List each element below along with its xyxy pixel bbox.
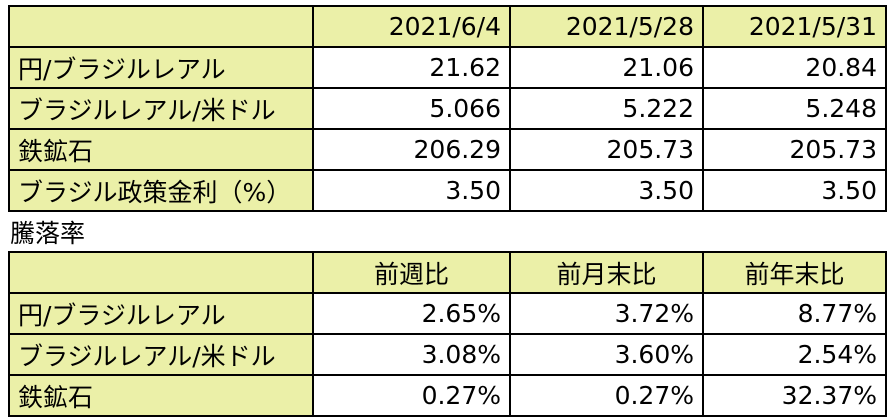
corner-cell	[8, 251, 314, 294]
value-cell: 206.29	[312, 128, 511, 171]
row-label: ブラジルレアル/米ドル	[8, 87, 314, 130]
value-cell: 205.73	[702, 128, 887, 171]
value-cell: 0.27%	[312, 374, 511, 417]
column-header: 前週比	[312, 251, 511, 294]
value-cell: 0.27%	[509, 374, 704, 417]
value-cell: 205.73	[509, 128, 704, 171]
row-label: ブラジルレアル/米ドル	[8, 333, 314, 376]
value-cell: 3.08%	[312, 333, 511, 376]
column-header: 前年末比	[702, 251, 887, 294]
value-cell: 5.248	[702, 87, 887, 130]
value-cell: 2.65%	[312, 292, 511, 335]
table-body: 2021/6/4 2021/5/28 2021/5/31 円/ブラジルレアル 21.62…	[8, 5, 887, 212]
change-table: 前週比 前月末比 前年末比 円/ブラジルレアル 2.65% 3.72% 8.77% ブラジルレ…	[8, 251, 887, 417]
row-label: ブラジル政策金利（%）	[8, 169, 314, 212]
value-cell: 5.222	[509, 87, 704, 130]
column-header: 前月末比	[509, 251, 704, 294]
value-cell: 20.84	[702, 46, 887, 89]
table-row: ブラジルレアル/米ドル 5.066 5.222 5.248	[8, 87, 887, 130]
value-cell: 21.06	[509, 46, 704, 89]
column-header: 2021/5/31	[702, 5, 887, 48]
table-row: ブラジル政策金利（%） 3.50 3.50 3.50	[8, 169, 887, 212]
value-cell: 5.066	[312, 87, 511, 130]
row-label: 円/ブラジルレアル	[8, 292, 314, 335]
table-row: ブラジルレアル/米ドル 3.08% 3.60% 2.54%	[8, 333, 887, 376]
column-header: 2021/6/4	[312, 5, 511, 48]
corner-cell	[8, 5, 314, 48]
quote-table: 2021/6/4 2021/5/28 2021/5/31 円/ブラジルレアル 21.62…	[8, 5, 887, 212]
row-label: 鉄鉱石	[8, 374, 314, 417]
table-row: 鉄鉱石 206.29 205.73 205.73	[8, 128, 887, 171]
table-row: 円/ブラジルレアル 21.62 21.06 20.84	[8, 46, 887, 89]
value-cell: 3.72%	[509, 292, 704, 335]
header-row: 前週比 前月末比 前年末比	[8, 251, 887, 294]
table-row: 鉄鉱石 0.27% 0.27% 32.37%	[8, 374, 887, 417]
row-label: 鉄鉱石	[8, 128, 314, 171]
section-label: 騰落率	[10, 219, 86, 248]
value-cell: 3.50	[702, 169, 887, 212]
value-cell: 32.37%	[702, 374, 887, 417]
value-cell: 2.54%	[702, 333, 887, 376]
value-cell: 8.77%	[702, 292, 887, 335]
value-cell: 21.62	[312, 46, 511, 89]
value-cell: 3.50	[509, 169, 704, 212]
column-header: 2021/5/28	[509, 5, 704, 48]
table-row: 円/ブラジルレアル 2.65% 3.72% 8.77%	[8, 292, 887, 335]
row-label: 円/ブラジルレアル	[8, 46, 314, 89]
value-cell: 3.60%	[509, 333, 704, 376]
value-cell: 3.50	[312, 169, 511, 212]
header-row: 2021/6/4 2021/5/28 2021/5/31	[8, 5, 887, 48]
table-body: 前週比 前月末比 前年末比 円/ブラジルレアル 2.65% 3.72% 8.77% ブラジルレ…	[8, 251, 887, 417]
